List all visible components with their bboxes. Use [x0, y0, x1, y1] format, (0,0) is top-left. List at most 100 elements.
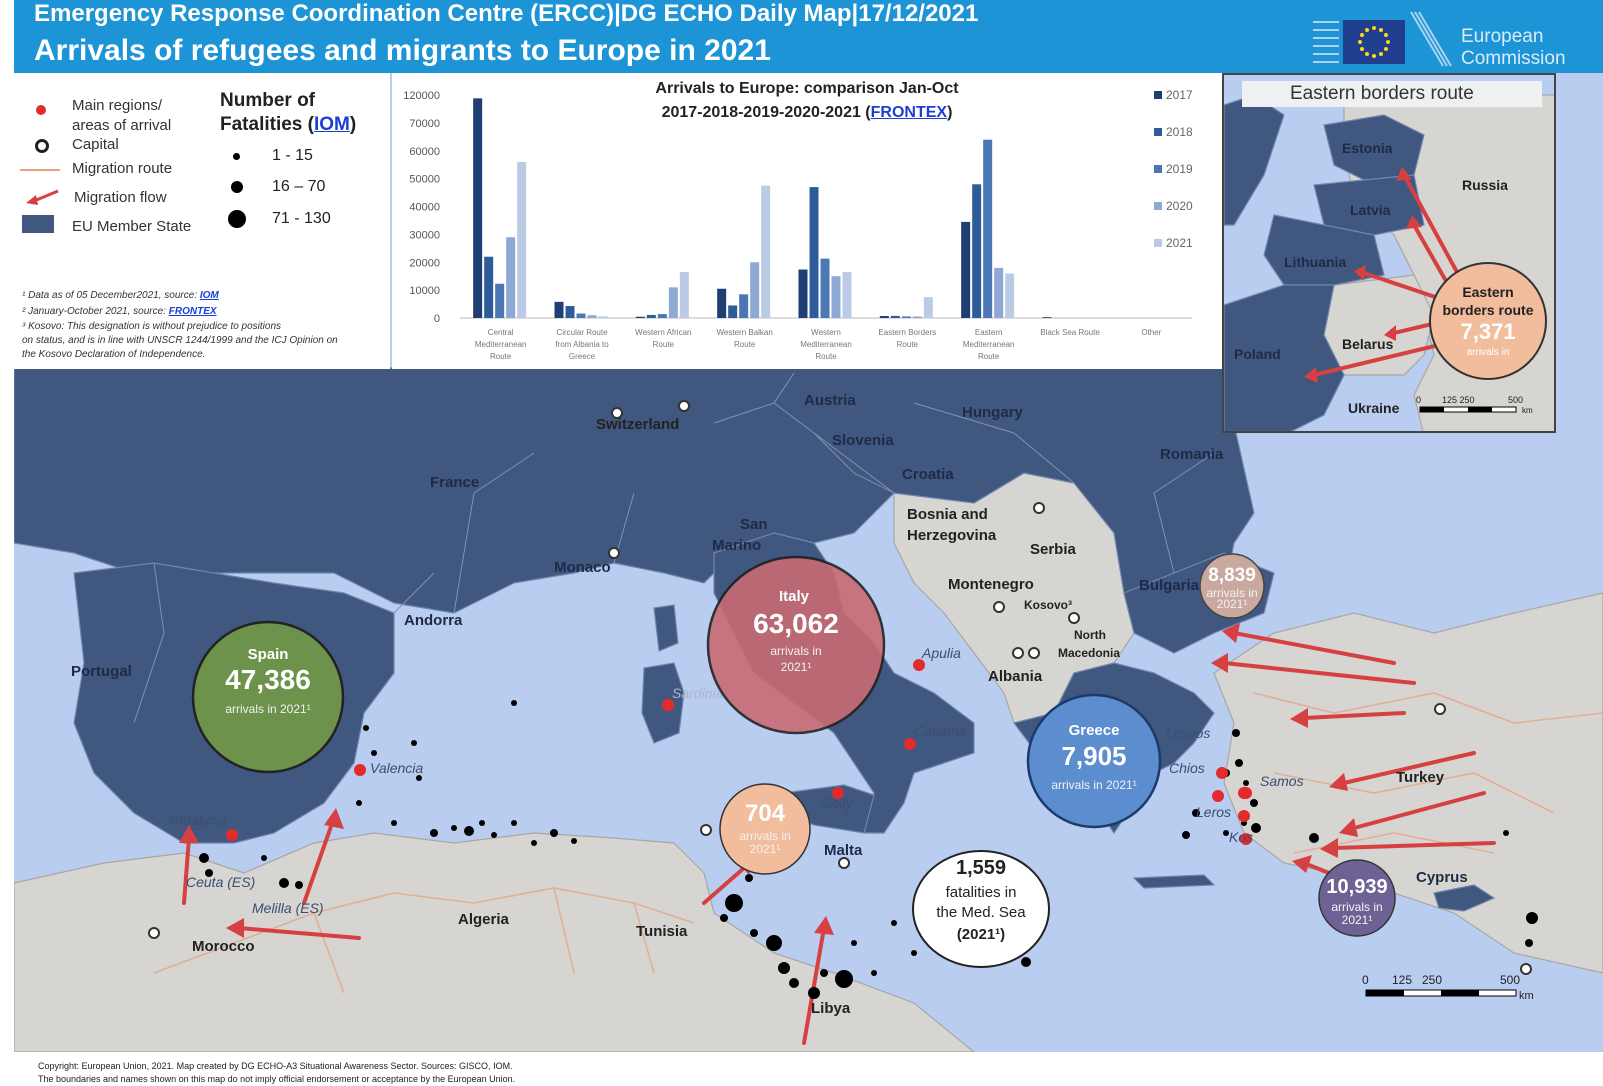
bubble-cyprus-sub: arrivals in [1331, 900, 1382, 914]
label-lesvos: Lesvos [1166, 725, 1210, 741]
bar-2021-5 [923, 297, 933, 318]
bar-2017-2 [635, 316, 645, 318]
label-romania: Romania [1160, 446, 1224, 463]
bar-2020-1 [587, 315, 597, 318]
inset-label-latvia: Latvia [1350, 202, 1391, 218]
fatalities-legend-title: Number of Fatalities (IOM) [220, 89, 356, 137]
fatality-class-medium: 16 – 70 [272, 178, 326, 195]
x-category-label: Other [1141, 328, 1161, 337]
bubble-malta-value: 704 [745, 800, 786, 827]
migration-route-icon [20, 169, 60, 171]
legend-label-2019: 2019 [1166, 162, 1193, 176]
bar-2018-2 [646, 314, 656, 318]
legend-swatch-2017 [1154, 91, 1162, 99]
bubble-spain-value: 47,386 [225, 664, 311, 695]
x-category-label: Greece [569, 352, 596, 361]
inset-bubble-sub: arrivals in [1467, 347, 1510, 358]
legend-eu-member-state: EU Member State [72, 218, 192, 235]
bubble-malta-sub: arrivals in [739, 829, 790, 843]
bubble-spain-place: Spain [248, 646, 289, 663]
scale-500: 500 [1500, 973, 1520, 987]
note-1: ¹ Data as of 05 December2021, source: IO… [22, 290, 219, 301]
label-andalucia: Andalucia [165, 812, 228, 828]
label-tunisia: Tunisia [636, 923, 688, 940]
bar-2020-6 [994, 267, 1004, 318]
legend-swatch-2018 [1154, 128, 1162, 136]
capital-icon [35, 139, 49, 153]
bar-2017-7 [1042, 317, 1052, 318]
iom-link[interactable]: IOM [313, 114, 350, 135]
legend-panel: Main regions/ areas of arrival Capital M… [14, 73, 390, 369]
bar-2019-6 [983, 139, 993, 318]
x-category-label: Western [811, 328, 841, 337]
label-hungary: Hungary [962, 404, 1024, 421]
capital-points [148, 400, 1532, 975]
fatalities-med-line2: the Med. Sea [936, 904, 1026, 921]
label-samos: Samos [1260, 773, 1304, 789]
x-category-label: Route [653, 340, 675, 349]
bubble-italy: Italy 63,062 arrivals in 2021¹ [706, 555, 886, 735]
y-tick-label: 0 [434, 313, 440, 325]
inset-land-poland [1224, 284, 1345, 431]
migration-route-north-africa [153, 887, 695, 994]
legend-label-2018: 2018 [1166, 125, 1193, 139]
bubble-bulgaria: 8,839 arrivals in 2021¹ [1199, 553, 1265, 619]
inset-map: Estonia Russia Latvia Lithuania Belarus … [1224, 94, 1554, 431]
bubble-spain: Spain 47,386 arrivals in 2021¹ [191, 620, 345, 774]
label-chios: Chios [1169, 760, 1205, 776]
legend-migration-flow: Migration flow [74, 189, 167, 206]
note-frontex-link[interactable]: FRONTEX [168, 306, 217, 317]
bar-2018-5 [890, 315, 900, 318]
bubble-spain-sub: arrivals in 2021¹ [225, 702, 310, 716]
label-bosnia: Bosnia and [907, 506, 988, 523]
inset-land-lithuania [1263, 214, 1385, 286]
inset-bubble-value: 7,371 [1460, 319, 1515, 344]
label-sardinia: Sardinia [672, 685, 724, 701]
x-category-label: Western African [635, 328, 691, 337]
label-calabria: Calabria [914, 723, 966, 739]
x-category-label: Black Sea Route [1040, 328, 1100, 337]
label-serbia: Serbia [1030, 541, 1077, 558]
y-tick-label: 40000 [409, 202, 440, 214]
x-category-label: from Albania to [555, 340, 609, 349]
land-north-africa [14, 832, 975, 1052]
x-category-label: Route [490, 352, 512, 361]
legend-swatch-2021 [1154, 239, 1162, 247]
bubble-italy-sub2: 2021¹ [781, 660, 812, 674]
legend-main-regions: Main regions/ [72, 97, 163, 114]
bar-2021-4 [842, 272, 852, 318]
land-turkey [1213, 592, 1603, 974]
bubble-malta: 704 arrivals in 2021¹ [719, 783, 811, 875]
arrival-point-icon [36, 105, 46, 115]
bar-2021-3 [761, 185, 771, 318]
land-crete [1132, 874, 1216, 889]
bar-2020-5 [912, 316, 922, 318]
fatalities-med-value: 1,559 [956, 857, 1006, 879]
x-category-label: Mediterranean [475, 340, 527, 349]
frontex-link[interactable]: FRONTEX [870, 104, 948, 121]
y-tick-label: 60000 [409, 146, 440, 158]
bar-2019-3 [739, 294, 749, 318]
bar-2017-0 [473, 98, 483, 318]
main-scale-bar: 0 125 250 500 km [1362, 973, 1534, 1002]
label-turkey: Turkey [1396, 769, 1445, 786]
bar-2018-4 [809, 187, 819, 318]
arrivals-chart-panel: Arrivals to Europe: comparison Jan-Oct 2… [392, 73, 1222, 369]
bar-2021-6 [1005, 273, 1015, 318]
arrival-points [226, 659, 1252, 845]
bubble-greece-place: Greece [1069, 722, 1120, 739]
scale-250: 250 [1422, 973, 1442, 987]
bar-2019-1 [576, 313, 586, 318]
note-iom-link[interactable]: IOM [199, 290, 219, 301]
label-albania: Albania [988, 668, 1043, 685]
land-corsica [653, 604, 679, 652]
label-herzegovina: Herzegovina [907, 527, 997, 544]
y-tick-label: 10000 [409, 285, 440, 297]
bar-2017-4 [798, 269, 808, 318]
land-cyprus [1433, 884, 1496, 912]
label-valencia: Valencia [370, 760, 423, 776]
label-apulia: Apulia [921, 645, 961, 661]
bubble-italy-sub: arrivals in [770, 644, 821, 658]
label-morocco: Morocco [192, 938, 255, 955]
bubble-bulgaria-sub: arrivals in [1206, 586, 1257, 600]
